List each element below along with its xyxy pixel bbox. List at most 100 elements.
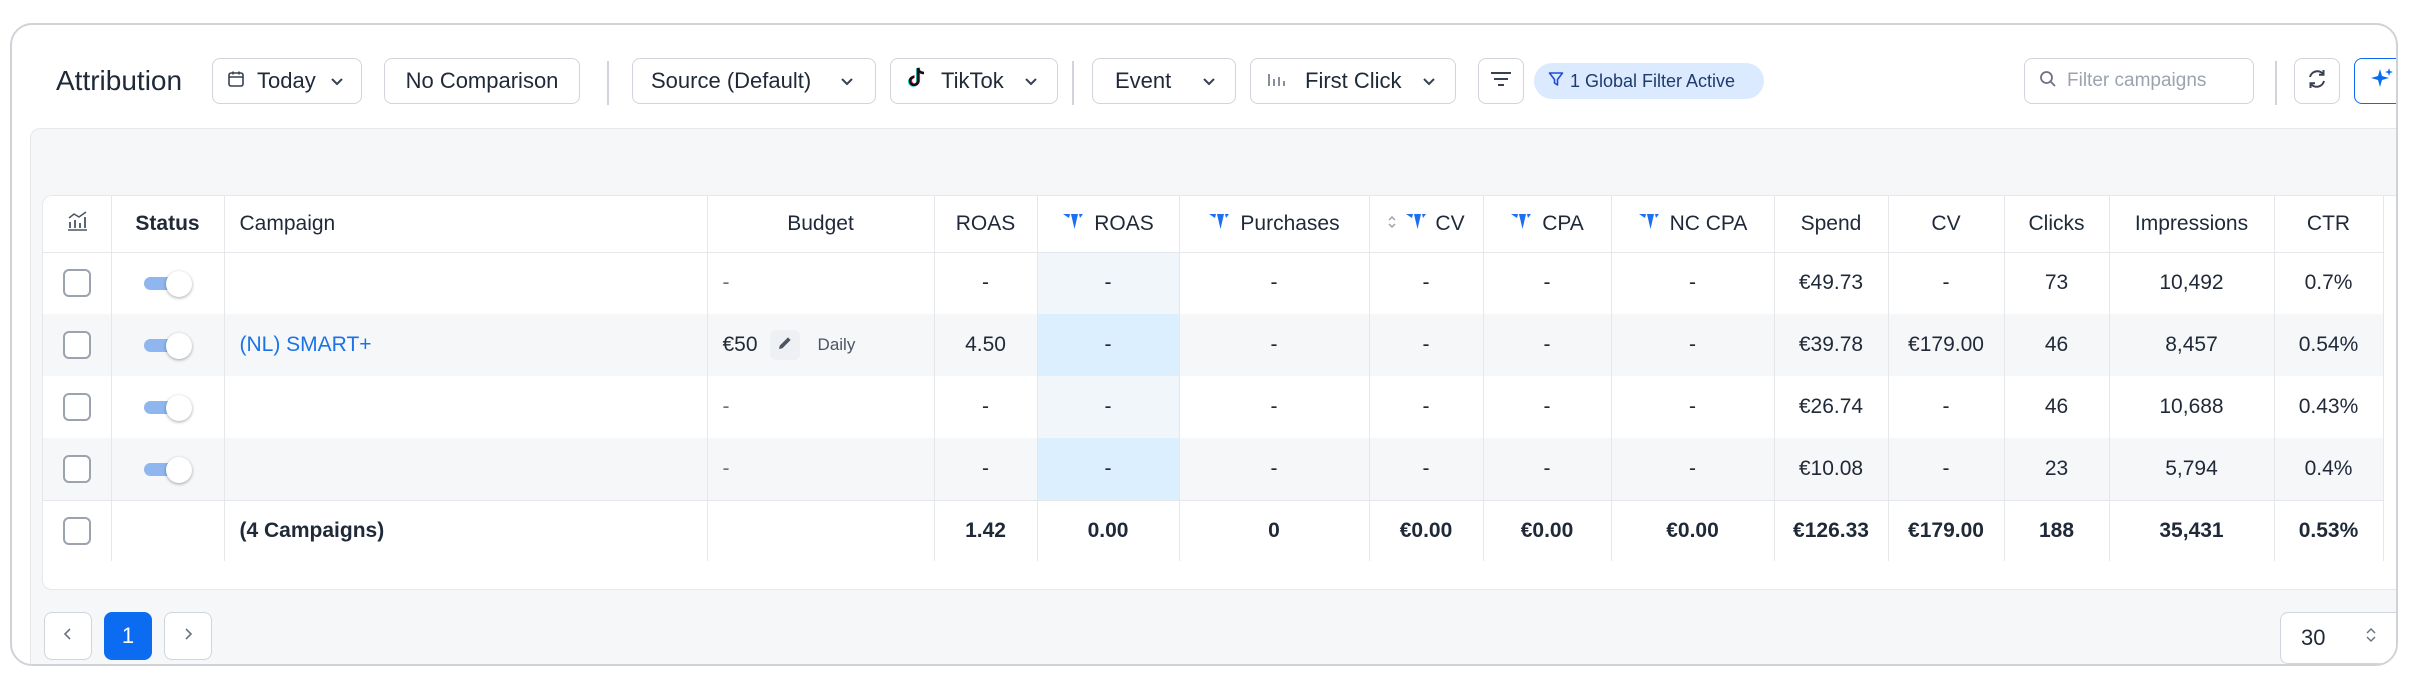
rows-per-page-select[interactable]: 30 — [2280, 612, 2396, 664]
total-tw-roas: 0.00 — [1037, 499, 1180, 561]
cv2-cell: - — [1888, 438, 2005, 500]
total-roas: 1.42 — [934, 499, 1038, 561]
total-impressions: 35,431 — [2109, 499, 2275, 561]
triple-whale-icon — [1208, 212, 1230, 236]
cv-cell: - — [1369, 376, 1484, 438]
ctr-header[interactable]: CTR — [2274, 196, 2384, 253]
page-title: Attribution — [56, 65, 183, 96]
roas-header[interactable]: ROAS — [934, 196, 1038, 253]
date-range-label: Today — [257, 68, 316, 93]
source-dropdown[interactable]: Source (Default) — [632, 58, 876, 104]
row-checkbox[interactable] — [62, 331, 91, 359]
status-cell — [111, 314, 225, 376]
budget-header[interactable]: Budget — [707, 196, 935, 253]
campaign-cell[interactable] — [224, 252, 708, 314]
impressions-cell: 8,457 — [2109, 314, 2275, 376]
campaign-search-input[interactable] — [2067, 70, 2247, 92]
impressions-header[interactable]: Impressions — [2109, 196, 2275, 253]
budget-cell — [707, 499, 935, 561]
refresh-button[interactable] — [2294, 58, 2340, 104]
campaign-header[interactable]: Campaign — [224, 196, 708, 253]
triple-whale-icon — [1638, 212, 1660, 236]
purchases-label: Purchases — [1240, 211, 1340, 235]
campaign-search[interactable] — [2024, 58, 2254, 104]
ai-assistant-button[interactable] — [2354, 58, 2396, 104]
triple-whale-icon — [1510, 212, 1532, 236]
row-checkbox[interactable] — [62, 269, 91, 298]
select-all-checkbox[interactable] — [62, 516, 91, 545]
ctr-cell: 0.7% — [2274, 252, 2384, 314]
total-cv2: €179.00 — [1888, 499, 2005, 561]
comparison-label: No Comparison — [405, 68, 559, 93]
campaign-cell[interactable] — [224, 376, 708, 438]
global-filter-chip[interactable]: 1 Global Filter Active — [1534, 63, 1764, 99]
chart-icon — [65, 211, 89, 237]
budget-cell: - — [707, 438, 935, 500]
nc-cpa-header[interactable]: NC CPA — [1611, 196, 1775, 253]
cpa-header[interactable]: CPA — [1483, 196, 1612, 253]
spend-cell: €39.78 — [1774, 314, 1889, 376]
row-checkbox[interactable] — [62, 393, 91, 421]
budget-amount: €50 — [722, 333, 758, 356]
chart-toggle-header[interactable] — [43, 196, 112, 253]
status-toggle[interactable] — [143, 333, 192, 360]
toolbar: Attribution Today No Comparison Source (… — [12, 25, 2396, 128]
triple-whale-icon — [1062, 212, 1084, 236]
sort-icon — [1387, 212, 1397, 236]
purchases-cell: - — [1179, 376, 1370, 438]
totals-row: (4 Campaigns) 1.42 0.00 0 €0.00 €0.00 €0… — [43, 499, 2384, 561]
event-dropdown[interactable]: Event — [1092, 58, 1236, 104]
row-checkbox[interactable] — [62, 454, 91, 483]
clicks-header[interactable]: Clicks — [2004, 196, 2110, 253]
purchases-header[interactable]: Purchases — [1179, 196, 1370, 253]
column-settings-button[interactable] — [1478, 58, 1524, 104]
row-checkbox-cell — [43, 499, 112, 561]
pencil-icon — [777, 333, 793, 357]
attribution-panel: Attribution Today No Comparison Source (… — [10, 23, 2398, 666]
attribution-model-dropdown[interactable]: First Click — [1250, 58, 1456, 104]
triple-whale-icon — [1405, 212, 1427, 236]
status-toggle[interactable] — [143, 271, 192, 298]
toolbar-divider — [2275, 61, 2277, 105]
source-label: Source (Default) — [651, 68, 812, 93]
comparison-button[interactable]: No Comparison — [384, 58, 580, 104]
cv-header[interactable]: CV — [1369, 196, 1484, 253]
platform-dropdown[interactable]: TikTok — [890, 58, 1058, 104]
page-button-current[interactable]: 1 — [104, 612, 152, 660]
filter-lines-icon — [1489, 69, 1513, 94]
date-range-picker[interactable]: Today — [212, 58, 362, 104]
cpa-cell: - — [1483, 438, 1612, 500]
row-checkbox-cell — [43, 438, 112, 500]
refresh-icon — [2305, 67, 2329, 96]
chevron-down-icon — [1021, 71, 1041, 91]
clicks-cell: 23 — [2004, 438, 2110, 500]
table-row: - - - - - - - €10.08 - 23 5,794 0.4% — [43, 438, 2384, 500]
bar-chart-icon — [1267, 68, 1287, 94]
next-page-button[interactable] — [164, 612, 212, 660]
status-toggle[interactable] — [143, 395, 192, 422]
cv2-header[interactable]: CV — [1888, 196, 2005, 253]
spend-cell: €26.74 — [1774, 376, 1889, 438]
impressions-cell: 5,794 — [2109, 438, 2275, 500]
edit-budget-button[interactable] — [769, 330, 800, 360]
status-toggle[interactable] — [143, 456, 192, 483]
event-label: Event — [1115, 68, 1172, 93]
tw-roas-header[interactable]: ROAS — [1037, 196, 1180, 253]
total-spend: €126.33 — [1774, 499, 1889, 561]
roas-cell: - — [934, 376, 1038, 438]
ctr-cell: 0.43% — [2274, 376, 2384, 438]
chevron-down-icon — [1420, 71, 1439, 91]
platform-label: TikTok — [941, 68, 1004, 93]
cpa-cell: - — [1483, 376, 1612, 438]
cv-label: CV — [1435, 211, 1465, 235]
campaign-link[interactable]: (NL) SMART+ — [239, 333, 372, 356]
spend-header[interactable]: Spend — [1774, 196, 1889, 253]
chevron-left-icon — [60, 626, 76, 647]
prev-page-button[interactable] — [44, 612, 92, 660]
campaign-cell[interactable] — [224, 438, 708, 500]
cv2-cell: €179.00 — [1888, 314, 2005, 376]
status-header[interactable]: Status — [111, 196, 225, 253]
cpa-cell: - — [1483, 314, 1612, 376]
funnel-icon — [1548, 71, 1564, 92]
total-nc-cpa: €0.00 — [1611, 499, 1775, 561]
